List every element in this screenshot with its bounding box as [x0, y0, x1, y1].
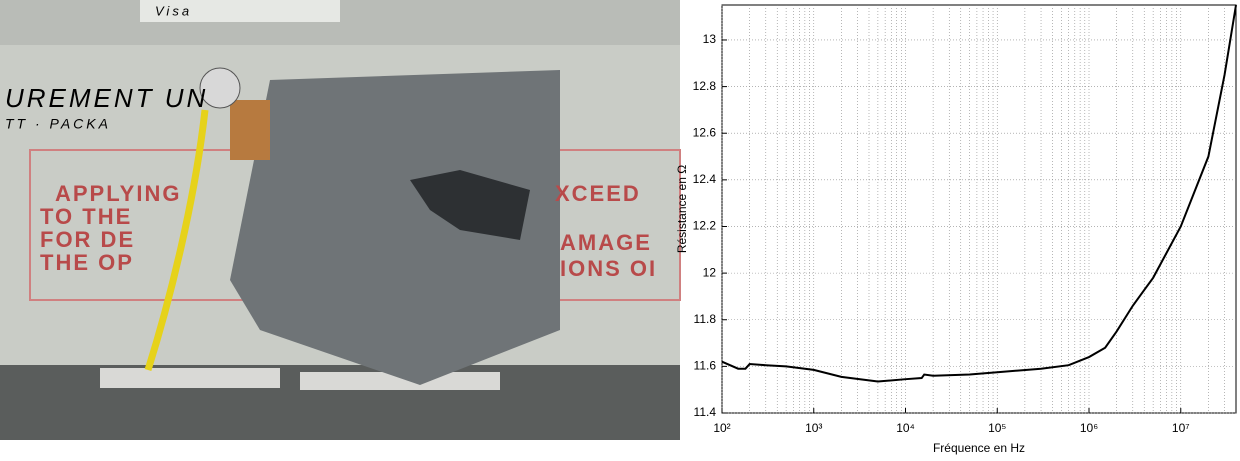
photo-text: IONS OI [560, 256, 657, 281]
label-plate [140, 0, 340, 22]
photo [0, 0, 681, 440]
photo-text: Visa [155, 3, 192, 18]
sample [230, 70, 560, 385]
x-tick-label: 10⁷ [1172, 421, 1190, 435]
x-tick-label: 10⁴ [896, 421, 915, 435]
x-tick-label: 10² [713, 421, 730, 435]
y-tick-label: 11.4 [694, 405, 717, 419]
photo-text: TT · PACKA [5, 116, 111, 132]
photo-text: THE OP [40, 250, 134, 275]
y-axis-label: Résistance en Ω [675, 165, 689, 253]
sample-spot [410, 170, 530, 240]
photo-text: TO THE [40, 204, 132, 229]
photo-text: AMAGE [560, 230, 652, 255]
terminal [300, 372, 500, 390]
y-tick-label: 12.4 [693, 172, 717, 186]
x-tick-label: 10⁶ [1080, 421, 1098, 435]
copper [230, 100, 270, 160]
x-tick-label: 10³ [805, 421, 822, 435]
y-tick-label: 12.8 [693, 79, 717, 93]
y-tick-label: 13 [703, 32, 717, 46]
photo-text: XCEED [555, 181, 641, 206]
y-tick-label: 11.8 [694, 312, 717, 326]
wire [144, 109, 209, 372]
y-tick-label: 11.6 [694, 359, 717, 373]
photo-text: UREMENT UN [5, 83, 208, 113]
photo-text: FOR DE [40, 227, 135, 252]
y-tick-label: 12.2 [693, 219, 717, 233]
x-tick-label: 10⁵ [988, 421, 1006, 435]
x-axis-label: Fréquence en Hz [933, 441, 1025, 455]
data-line [721, 4, 1237, 383]
y-tick-label: 12 [703, 265, 717, 279]
plot-area [721, 4, 1237, 414]
photo-text: APPLYING [55, 181, 181, 206]
solder [199, 67, 241, 109]
terminal [100, 368, 280, 388]
y-tick-label: 12.6 [693, 125, 717, 139]
